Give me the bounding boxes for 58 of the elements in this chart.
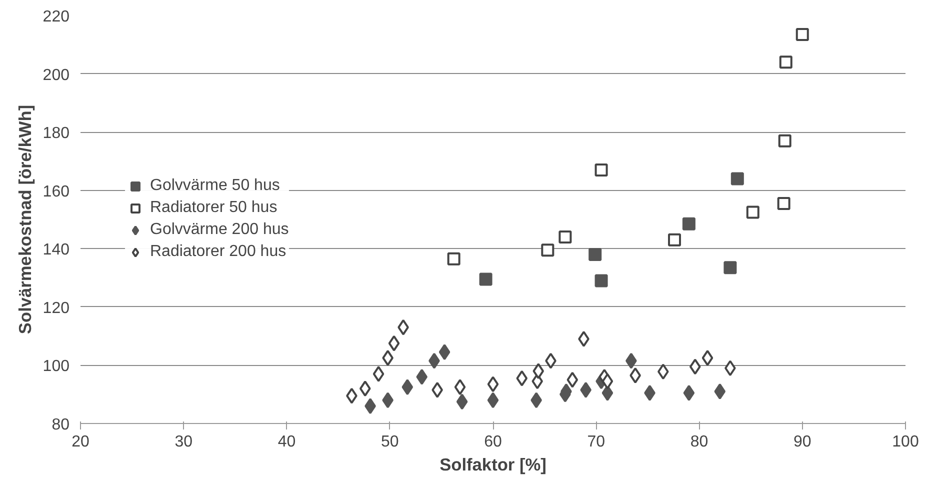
point [402,379,414,396]
point [454,379,466,396]
x-tick-label: 20 [72,434,90,450]
point [456,394,468,410]
point [777,196,790,210]
point [702,350,714,366]
y-tick-label: 120 [42,300,70,317]
point [796,28,809,41]
point [588,248,602,261]
point [714,383,726,400]
point [516,370,528,386]
point [724,261,737,274]
x-tick-label: 30 [174,434,193,450]
point [359,380,371,397]
y-tick-label: 200 [42,66,70,84]
point [388,335,400,352]
y-tick-label: 80 [52,416,70,434]
y-tick-label: 140 [42,242,70,259]
point [602,373,614,390]
point [416,368,428,385]
x-axis-title: Solfaktor [%] [440,454,546,474]
point [668,233,681,246]
legend-label: Golvvärme 50 hus [150,177,280,195]
point [532,363,544,380]
point [730,172,744,186]
point [372,366,384,382]
point [558,230,572,244]
point [682,217,696,230]
point [657,364,669,380]
point [541,244,554,257]
x-tick-label: 50 [380,434,399,450]
y-tick-label: 220 [42,8,70,26]
y-tick-label: 180 [42,125,70,142]
y-tick-label: 160 [42,183,70,200]
y-tick-label: 100 [42,358,70,376]
legend-label: Radiatorer 200 hus [150,243,286,261]
point [438,344,450,360]
point [683,384,695,401]
x-tick-label: 70 [587,434,606,450]
x-tick-label: 100 [892,434,919,450]
point [447,252,460,266]
point [779,56,792,69]
x-tick-label: 80 [690,434,708,450]
point [746,206,760,219]
x-tick-label: 60 [484,434,502,450]
point [689,358,701,375]
y-axis-title: Solvärmekostnad [öre/kWh] [14,104,35,334]
x-tick-label: 90 [793,434,812,450]
point [594,274,608,288]
point [594,163,608,176]
point [778,134,792,148]
x-tick-label: 40 [278,434,296,450]
point [479,272,492,286]
point [487,376,499,392]
point [566,372,578,388]
point [487,392,499,408]
legend-label: Radiatorer 50 hus [150,199,278,217]
legend-label: Golvvärme 200 hus [150,221,289,239]
